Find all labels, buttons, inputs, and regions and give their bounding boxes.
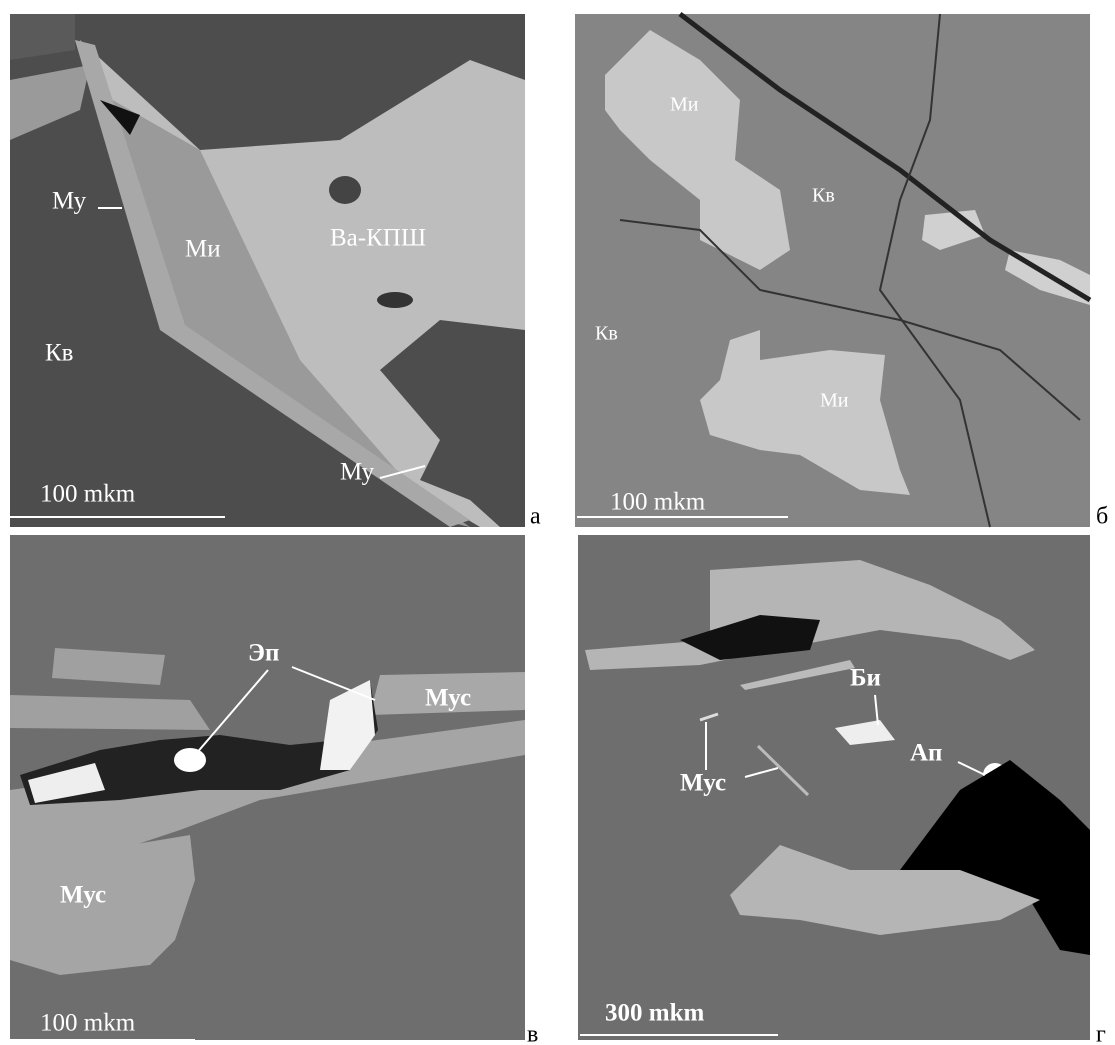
- grain: [174, 748, 206, 772]
- pore: [329, 176, 361, 204]
- label: Му: [52, 188, 87, 215]
- label: Ba-КПШ: [330, 225, 426, 252]
- scale-bar-label: 300 mkm: [605, 1000, 704, 1027]
- label: Кв: [45, 340, 73, 367]
- label: Му: [340, 459, 375, 486]
- label: Эп: [248, 640, 279, 667]
- label: Мус: [425, 685, 471, 712]
- panel-letter: в: [527, 1022, 538, 1045]
- label: Мус: [680, 770, 726, 797]
- label: Кв: [595, 323, 618, 345]
- label: Ми: [185, 236, 221, 263]
- mineral: [10, 695, 210, 730]
- label: Мус: [60, 882, 106, 909]
- panel-c: Эп Мус Мус 100 mkm в: [10, 535, 538, 1045]
- label: Ми: [820, 390, 849, 412]
- label: Ап: [910, 740, 942, 767]
- panel-a: Му Ми Ba-КПШ Кв Му 100 mkm а: [10, 14, 541, 530]
- scale-bar-label: 100 mkm: [40, 1010, 136, 1037]
- label: Би: [850, 665, 881, 692]
- scale-bar-label: 100 mkm: [40, 481, 136, 508]
- label: Кв: [812, 185, 835, 207]
- panel-letter: а: [530, 504, 541, 530]
- figure: Му Ми Ba-КПШ Кв Му 100 mkm а Ми Кв Кв Ми…: [0, 0, 1115, 1045]
- panel-letter: б: [1096, 504, 1108, 530]
- scale-bar-label: 100 mkm: [610, 489, 706, 516]
- panel-letter: г: [1096, 1022, 1106, 1045]
- panel-d: Би Ап Мус 300 mkm г: [578, 535, 1106, 1045]
- pore: [377, 292, 413, 308]
- label: Ми: [670, 94, 699, 116]
- panel-b: Ми Кв Кв Ми 100 mkm б: [575, 14, 1108, 530]
